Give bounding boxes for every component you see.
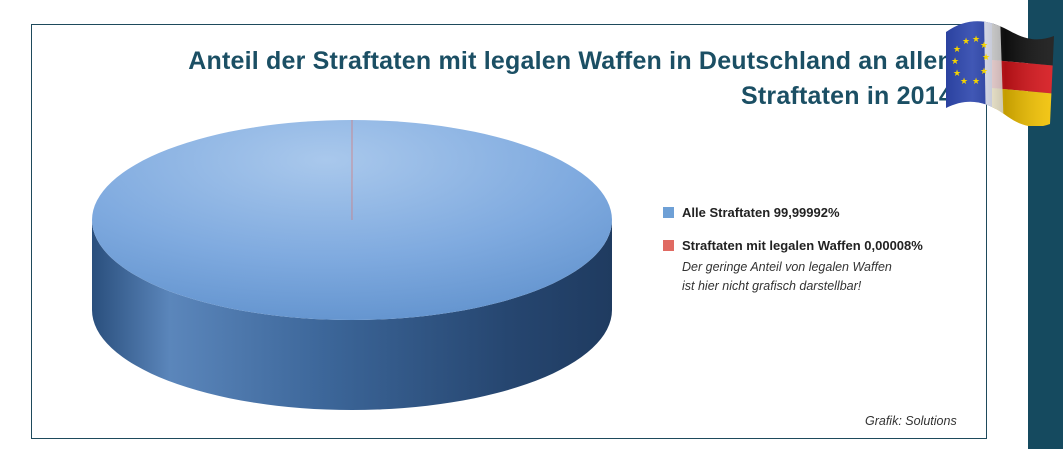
svg-text:★: ★ — [980, 41, 988, 51]
svg-text:★: ★ — [962, 37, 970, 47]
legend-label-alle-straftaten: Alle Straftaten 99,99992% — [682, 205, 840, 220]
pie-slice-side — [92, 220, 612, 410]
legend-item-alle-straftaten: Alle Straftaten 99,99992% — [663, 205, 923, 225]
legend-swatch-blue — [663, 207, 674, 218]
eu-germany-flag-icon: ★ ★ ★ ★ ★ ★ ★ ★ ★ ★ — [926, 14, 1058, 127]
chart-legend: Alle Straftaten 99,99992% Straftaten mit… — [663, 205, 923, 296]
chart-note-line-2: ist hier nicht grafisch darstellbar! — [682, 279, 862, 293]
svg-text:★: ★ — [982, 53, 990, 63]
chart-note: Der geringe Anteil von legalen Waffen is… — [663, 258, 923, 296]
chart-credit: Grafik: Solutions — [865, 414, 957, 428]
legend-label-legale-waffen: Straftaten mit legalen Waffen 0,00008% — [682, 238, 923, 253]
chart-note-line-1: Der geringe Anteil von legalen Waffen — [682, 260, 892, 274]
svg-text:★: ★ — [951, 57, 959, 67]
svg-text:★: ★ — [960, 77, 968, 87]
chart-title: Anteil der Straftaten mit legalen Waffen… — [133, 44, 953, 114]
pie-chart — [90, 60, 620, 420]
legend-item-legale-waffen: Straftaten mit legalen Waffen 0,00008% — [663, 238, 923, 258]
svg-text:★: ★ — [972, 35, 980, 45]
svg-text:★: ★ — [953, 69, 961, 79]
svg-text:★: ★ — [953, 45, 961, 55]
svg-text:★: ★ — [972, 77, 980, 87]
legend-swatch-red — [663, 240, 674, 251]
chart-title-line-1: Anteil der Straftaten mit legalen Waffen… — [188, 47, 953, 75]
chart-title-line-2: Straftaten in 2014 — [740, 82, 953, 110]
svg-text:★: ★ — [980, 67, 988, 77]
